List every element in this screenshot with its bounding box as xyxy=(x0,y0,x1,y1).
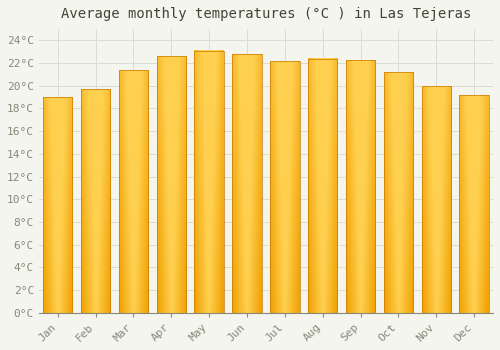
Bar xyxy=(460,95,489,313)
Bar xyxy=(346,60,376,313)
Bar xyxy=(81,89,110,313)
Bar xyxy=(194,51,224,313)
Bar xyxy=(384,72,413,313)
Title: Average monthly temperatures (°C ) in Las Tejeras: Average monthly temperatures (°C ) in La… xyxy=(60,7,471,21)
Bar xyxy=(156,56,186,313)
Bar xyxy=(308,58,338,313)
Bar xyxy=(118,70,148,313)
Bar xyxy=(270,61,300,313)
Bar xyxy=(43,97,72,313)
Bar xyxy=(422,86,451,313)
Bar xyxy=(232,54,262,313)
